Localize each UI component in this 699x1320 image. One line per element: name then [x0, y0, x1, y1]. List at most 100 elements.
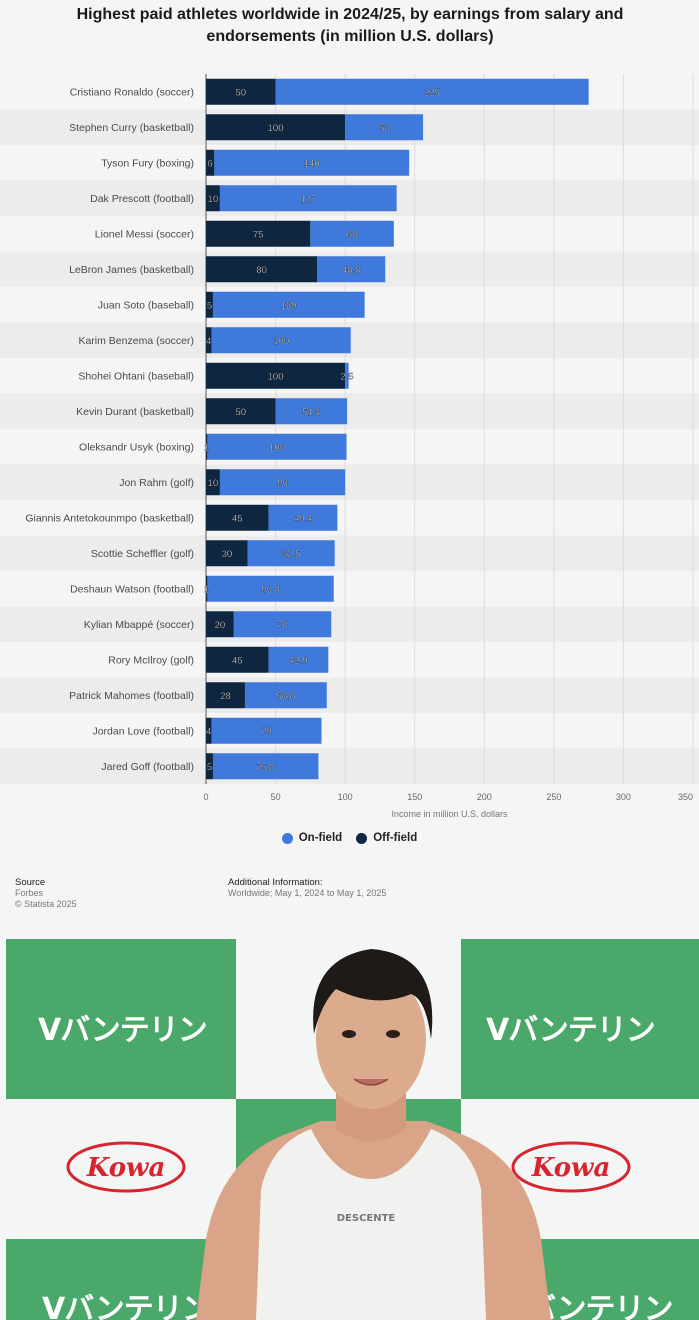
bar-off-field: [206, 398, 276, 425]
bar-on-field: [268, 504, 338, 531]
bar-off-field: [206, 433, 208, 460]
category-label: Jon Rahm (golf): [119, 477, 194, 489]
backdrop-tile: [6, 939, 236, 1099]
data-label-off-field: 1: [204, 442, 209, 453]
x-tick-label: 250: [546, 792, 561, 802]
data-label-on-field: 100: [273, 336, 289, 347]
photo-ohtani-press: Vバンテリン Vバンテリン Vバンテリン バンテリン Kowa Kowa DES…: [6, 939, 699, 1320]
category-label: Scottie Scheffler (golf): [91, 548, 194, 560]
legend-label-on-field: On-field: [298, 832, 343, 844]
data-label-off-field: 4: [206, 336, 211, 347]
bar-on-field: [207, 575, 334, 602]
data-label-off-field: 1: [204, 584, 209, 595]
data-label-on-field: 109: [281, 300, 297, 311]
bar-on-field: [317, 256, 386, 283]
backdrop-tile: [6, 1099, 236, 1239]
bar-off-field: [206, 362, 346, 389]
svg-text:DESCENTE: DESCENTE: [337, 1213, 396, 1224]
category-label: Stephen Curry (basketball): [69, 122, 194, 134]
row-band: [0, 748, 699, 784]
additional-info-block: Additional Information: Worldwide; May 1…: [228, 877, 386, 899]
data-label-off-field: 100: [268, 371, 284, 382]
category-label: Juan Soto (baseball): [98, 299, 194, 311]
data-label-on-field: 90.8: [261, 584, 280, 595]
data-label-off-field: 30: [222, 549, 233, 560]
x-tick-label: 0: [203, 792, 208, 802]
data-label-on-field: 62.5: [282, 549, 301, 560]
data-label-off-field: 20: [215, 620, 226, 631]
bar-off-field: [206, 717, 212, 744]
legend-item-on-field[interactable]: On-field: [281, 832, 343, 844]
data-label-on-field: 2.5: [340, 371, 353, 382]
bar-off-field: [206, 504, 269, 531]
category-label: Jared Goff (football): [101, 761, 194, 773]
category-label: Oleksandr Usyk (boxing): [79, 441, 194, 453]
data-label-on-field: 60: [347, 229, 358, 240]
bar-off-field: [206, 291, 213, 318]
row-band: [0, 393, 699, 429]
data-label-off-field: 6: [208, 158, 213, 169]
category-label: Deshaun Watson (football): [70, 583, 194, 595]
bar-on-field: [219, 185, 397, 212]
bar-off-field: [206, 469, 220, 496]
data-label-off-field: 50: [235, 407, 246, 418]
bar-on-field: [345, 362, 349, 389]
x-tick-label: 300: [616, 792, 631, 802]
data-label-on-field: 51.4: [302, 407, 321, 418]
legend-dot-on-field: [281, 832, 293, 844]
legend-dot-off-field: [356, 832, 368, 844]
data-label-on-field: 79: [261, 726, 272, 737]
bar-on-field: [244, 682, 327, 709]
bar-off-field: [206, 185, 220, 212]
vantelin-logo: Vバンテリン: [42, 1292, 212, 1320]
category-label: Shohei Ohtani (baseball): [78, 370, 194, 382]
data-label-on-field: 42.9: [289, 655, 308, 666]
x-tick-label: 200: [477, 792, 492, 802]
data-label-on-field: 56: [379, 123, 390, 134]
source-name[interactable]: Forbes: [15, 888, 44, 898]
person-figure: DESCENTE: [196, 949, 551, 1320]
bar-on-field: [268, 646, 329, 673]
row-band: [0, 535, 699, 571]
bar-off-field: [206, 149, 215, 176]
bar-off-field: [206, 78, 276, 105]
data-label-off-field: 100: [268, 123, 284, 134]
bar-off-field: [206, 256, 318, 283]
bar-on-field: [345, 114, 424, 141]
source-title: Source: [15, 877, 46, 888]
x-tick-label: 50: [271, 792, 281, 802]
bar-off-field: [206, 114, 346, 141]
data-label-off-field: 10: [208, 478, 219, 489]
row-band: [0, 606, 699, 642]
bar-on-field: [275, 398, 348, 425]
legend-item-off-field[interactable]: Off-field: [356, 832, 417, 844]
legend-label-off-field: Off-field: [373, 832, 418, 844]
bar-on-field: [207, 433, 347, 460]
category-label: Kevin Durant (basketball): [76, 406, 194, 418]
bar-off-field: [206, 220, 311, 247]
category-label: Tyson Fury (boxing): [101, 157, 194, 169]
data-label-off-field: 10: [208, 194, 219, 205]
data-label-off-field: 5: [207, 300, 212, 311]
svg-text:Kowa: Kowa: [86, 1153, 166, 1183]
bar-off-field: [206, 327, 212, 354]
data-label-off-field: 75: [253, 229, 264, 240]
data-label-on-field: 90: [277, 478, 288, 489]
data-label-off-field: 5: [207, 762, 212, 773]
bar-on-field: [212, 753, 319, 780]
bar-on-field: [310, 220, 394, 247]
svg-text:Kowa: Kowa: [531, 1153, 611, 1183]
category-label: Dak Prescott (football): [90, 193, 194, 205]
kowa-logo: Kowa: [511, 1141, 631, 1193]
bar-on-field: [219, 469, 346, 496]
data-label-off-field: 45: [232, 513, 243, 524]
data-label-off-field: 28: [220, 691, 231, 702]
category-label: Giannis Antetokounmpo (basketball): [25, 512, 194, 524]
bar-off-field: [206, 753, 213, 780]
bar-off-field: [206, 682, 245, 709]
x-tick-label: 350: [678, 792, 693, 802]
data-label-on-field: 140: [304, 158, 320, 169]
vantelin-logo: バンテリン: [526, 1292, 673, 1320]
data-label-on-field: 48.8: [342, 265, 361, 276]
